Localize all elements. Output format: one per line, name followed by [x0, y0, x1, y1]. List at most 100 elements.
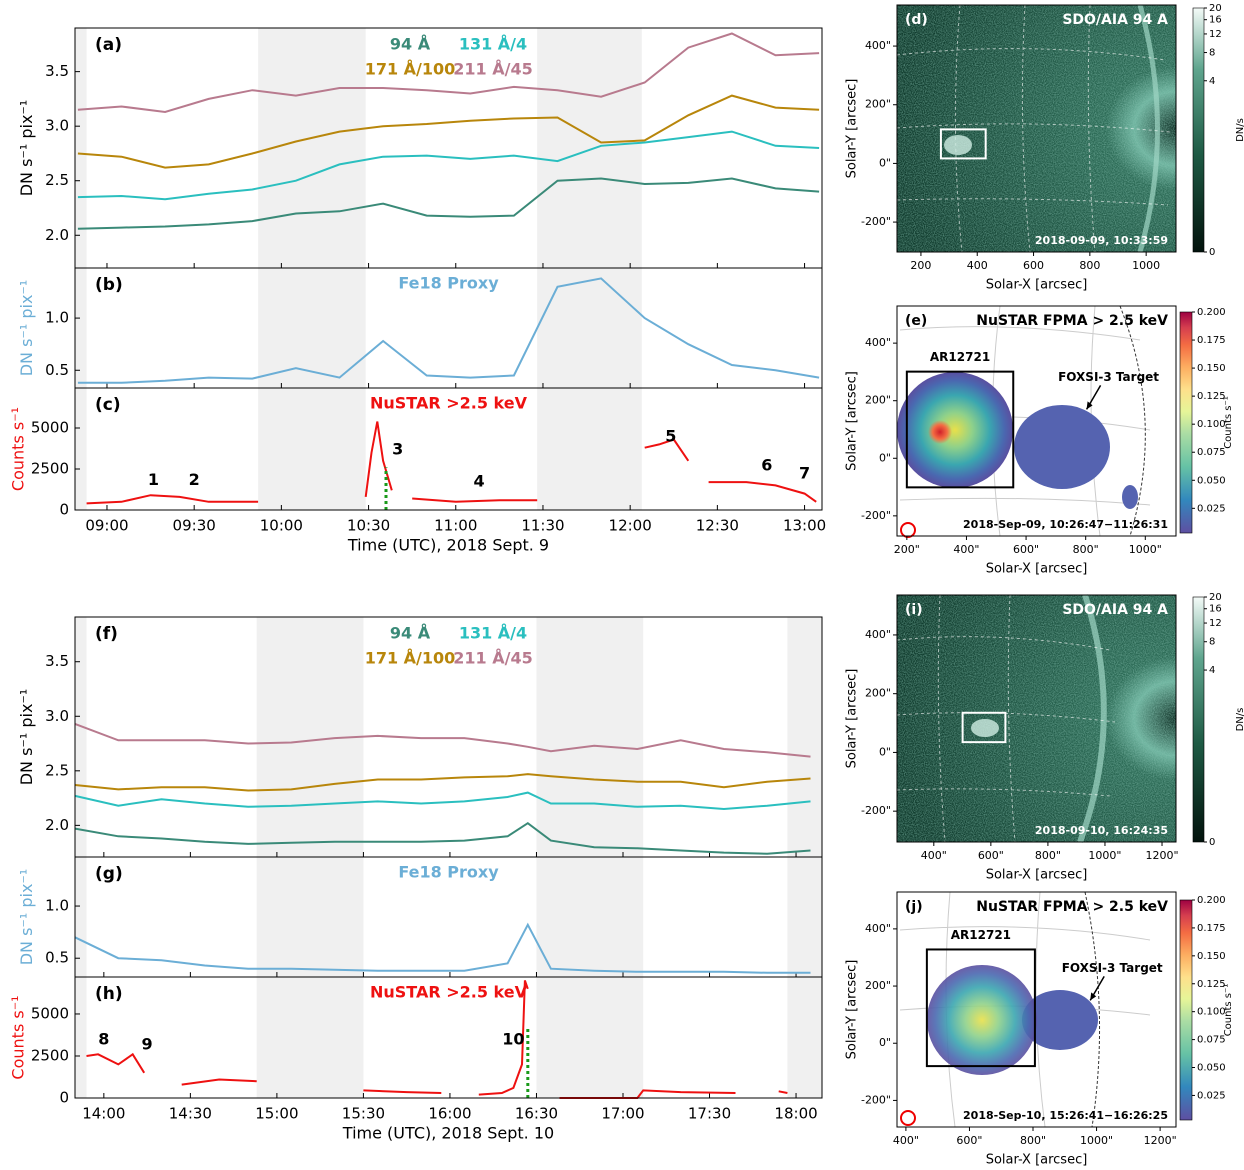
- annotation: 10: [502, 1030, 524, 1049]
- y-tick-label: 2500: [31, 460, 69, 478]
- x-tick-label: 800: [1079, 259, 1100, 272]
- colorbar-tick-label: 0.150: [1197, 951, 1226, 962]
- image-frame: [896, 305, 1177, 537]
- colorbar-tick-label: 0.050: [1197, 1063, 1226, 1074]
- panel-label: (a): [95, 35, 122, 55]
- x-tick-label: 11:30: [521, 517, 564, 535]
- x-tick-label: 13:00: [783, 517, 826, 535]
- x-tick-label: 15:30: [342, 1105, 385, 1123]
- colorbar-tick-label: 0.175: [1197, 923, 1226, 934]
- annotation: 3: [392, 439, 403, 458]
- x-tick-label: 400": [953, 543, 979, 556]
- legend-label: 171 Å/100: [365, 60, 456, 79]
- colorbar-tick-label: 0: [1209, 247, 1215, 258]
- shaded-span: [75, 28, 87, 510]
- annotation: 6: [761, 456, 772, 475]
- colorbar-tick-label: 16: [1209, 604, 1222, 615]
- panel-label: (h): [95, 984, 123, 1004]
- y-axis-label: DN s⁻¹ pix⁻¹: [17, 280, 36, 377]
- y-axis-label: Solar-Y [arcsec]: [845, 79, 860, 179]
- x-axis-label: Solar-X [arcsec]: [986, 562, 1088, 577]
- series-line: [77, 32, 820, 114]
- colorbar-tick-label: 0.050: [1197, 475, 1226, 486]
- y-tick-label: 0": [879, 745, 891, 758]
- colorbar-tick-label: 0.125: [1197, 979, 1226, 990]
- colorbar: [1192, 7, 1205, 253]
- y-tick-label: 200": [865, 979, 891, 992]
- x-tick-label: 1200": [1145, 849, 1178, 862]
- series-line: [74, 722, 811, 758]
- y-axis-label: Solar-Y [arcsec]: [845, 960, 860, 1060]
- x-tick-label: 400: [967, 259, 988, 272]
- y-tick-label: 0": [879, 1036, 891, 1049]
- annotation: 1: [148, 470, 159, 489]
- y-tick-label: 2.5: [45, 171, 69, 189]
- panel-label: (j): [905, 899, 923, 915]
- y-tick-label: 0: [59, 1089, 69, 1107]
- x-axis-label: Solar-X [arcsec]: [986, 868, 1088, 883]
- colorbar-tick-label: 0: [1209, 837, 1215, 848]
- colorbar-label: DN/s: [1235, 708, 1244, 732]
- region-box: [939, 128, 987, 160]
- nustar-image-j: [899, 891, 1151, 1128]
- series-line: [74, 821, 811, 855]
- colorbar: [1192, 596, 1205, 843]
- annotation: FOXSI-3 Target: [1062, 961, 1163, 975]
- x-tick-label: 18:00: [774, 1105, 817, 1123]
- x-tick-label: 800": [1020, 1134, 1046, 1147]
- annotation: 4: [473, 472, 484, 491]
- series-line: [74, 922, 811, 974]
- y-axis-label: Counts s⁻¹: [9, 995, 28, 1079]
- y-tick-label: -200": [861, 215, 891, 228]
- box-label: AR12721: [930, 350, 990, 364]
- image-title: NuSTAR FPMA > 2.5 keV: [976, 313, 1168, 329]
- y-tick-label: 2.5: [45, 761, 69, 779]
- y-tick-label: 200": [865, 98, 891, 111]
- colorbar-tick-label: 0.100: [1197, 1007, 1226, 1018]
- arrow-head: [1090, 992, 1097, 1001]
- x-tick-label: 200: [910, 259, 931, 272]
- x-tick-label: 09:00: [85, 517, 128, 535]
- x-tick-label: 16:30: [515, 1105, 558, 1123]
- x-axis-label: Solar-X [arcsec]: [986, 278, 1088, 293]
- legend-label: NuSTAR >2.5 keV: [370, 394, 528, 413]
- shaded-span: [537, 28, 642, 510]
- y-axis-label: Solar-Y [arcsec]: [845, 669, 860, 769]
- y-tick-label: -200": [861, 509, 891, 522]
- x-tick-label: 600": [956, 1134, 982, 1147]
- panel-label: (f): [95, 624, 118, 644]
- x-tick-label: 16:00: [428, 1105, 471, 1123]
- legend-label: NuSTAR >2.5 keV: [370, 983, 528, 1002]
- x-tick-label: 14:00: [82, 1105, 125, 1123]
- y-tick-label: 5000: [31, 419, 69, 437]
- colorbar-tick-label: 12: [1209, 29, 1222, 40]
- y-tick-label: 3.5: [45, 652, 69, 670]
- plot-frame: [74, 387, 823, 511]
- legend-label: 131 Å/4: [459, 35, 527, 54]
- colorbar-tick-label: 4: [1209, 665, 1215, 676]
- image-frame: [896, 4, 1177, 253]
- colorbar-tick-label: 8: [1209, 637, 1215, 648]
- x-tick-label: 1000": [1088, 849, 1121, 862]
- timestamp: 2018-09-09, 10:33:59: [1035, 234, 1168, 247]
- x-tick-label: 1000": [1129, 543, 1162, 556]
- colorbar-tick-label: 8: [1209, 48, 1215, 59]
- y-axis-label: Counts s⁻¹: [9, 407, 28, 491]
- annotation: FOXSI-3 Target: [1058, 370, 1159, 384]
- legend-label: 171 Å/100: [365, 649, 456, 668]
- y-tick-label: 3.0: [45, 117, 69, 135]
- colorbar-tick-label: 0.150: [1197, 363, 1226, 374]
- timestamp: 2018-09-10, 16:24:35: [1035, 824, 1168, 837]
- image-title: NuSTAR FPMA > 2.5 keV: [976, 899, 1168, 915]
- colorbar-label: Counts s⁻¹: [1223, 396, 1234, 449]
- series-line: [77, 277, 820, 384]
- x-tick-label: 17:00: [601, 1105, 644, 1123]
- colorbar-tick-label: 0.100: [1197, 419, 1226, 430]
- y-tick-label: 200": [865, 394, 891, 407]
- colorbar-tick-label: 0.025: [1197, 1090, 1226, 1101]
- colorbar: [1179, 311, 1193, 534]
- legend-label: 211 Å/45: [453, 649, 532, 668]
- legend-label: 211 Å/45: [453, 60, 532, 79]
- colorbar-label: DN/s: [1235, 118, 1244, 142]
- x-tick-label: 09:30: [173, 517, 216, 535]
